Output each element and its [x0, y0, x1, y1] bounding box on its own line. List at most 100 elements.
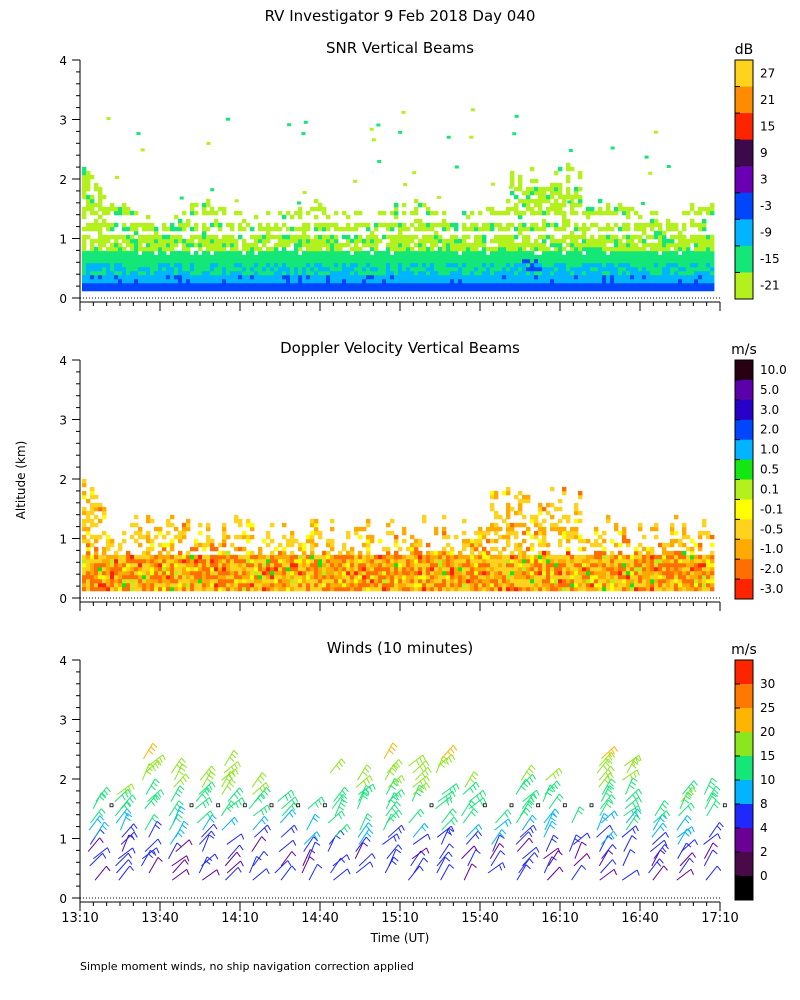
- doppler-cell: [230, 554, 235, 560]
- snr-cell: [118, 206, 123, 212]
- doppler-cell: [658, 566, 663, 572]
- snr-cell: [310, 242, 315, 248]
- doppler-cell: [450, 562, 455, 568]
- snr-cell: [190, 234, 195, 240]
- doppler-cell: [90, 586, 95, 592]
- doppler-cell: [358, 570, 363, 576]
- snr-cell: [286, 250, 291, 256]
- snr-cell: [398, 250, 403, 256]
- snr-cell: [490, 278, 495, 284]
- snr-cell: [86, 182, 91, 188]
- snr-cell: [230, 250, 235, 256]
- doppler-cell: [542, 578, 547, 584]
- doppler-cell: [198, 542, 203, 548]
- snr-cell: [570, 286, 575, 292]
- doppler-cell: [386, 578, 391, 584]
- snr-cell: [86, 198, 91, 204]
- snr-cell: [630, 258, 635, 264]
- snr-cell: [478, 282, 483, 288]
- snr-cell: [582, 254, 587, 260]
- snr-cell: [178, 250, 183, 256]
- colorbar-label: 15: [760, 119, 775, 133]
- snr-cell: [502, 250, 507, 256]
- doppler-cell: [366, 538, 371, 544]
- doppler-cell: [690, 538, 695, 544]
- snr-cell: [322, 238, 327, 244]
- snr-cell: [302, 234, 307, 240]
- doppler-cell: [362, 542, 367, 548]
- snr-cell: [374, 246, 379, 252]
- snr-cell: [506, 210, 511, 216]
- snr-cell: [502, 270, 507, 276]
- doppler-cell: [674, 566, 679, 572]
- snr-cell: [314, 234, 319, 240]
- snr-cell: [670, 286, 675, 292]
- doppler-cell: [154, 566, 159, 572]
- snr-cell: [230, 242, 235, 248]
- doppler-cell: [374, 570, 379, 576]
- snr-cell: [426, 270, 431, 276]
- doppler-cell: [470, 546, 475, 552]
- doppler-cell: [206, 586, 211, 592]
- snr-cell: [394, 202, 399, 208]
- wind-barb: [121, 823, 135, 838]
- doppler-cell: [630, 582, 635, 588]
- doppler-cell: [542, 582, 547, 588]
- y-tick-label: 2: [59, 173, 67, 187]
- snr-cell: [310, 274, 315, 280]
- doppler-cell: [142, 554, 147, 560]
- doppler-cell: [146, 574, 151, 580]
- snr-cell: [510, 274, 515, 280]
- snr-cell: [366, 274, 371, 280]
- doppler-cell: [618, 542, 623, 548]
- snr-cell: [574, 238, 579, 244]
- snr-cell: [534, 238, 539, 244]
- snr-cell: [550, 234, 555, 240]
- snr-cell: [662, 254, 667, 260]
- doppler-cell: [346, 554, 351, 560]
- snr-cell: [362, 258, 367, 264]
- doppler-cell: [638, 526, 643, 532]
- snr-cell: [706, 246, 711, 252]
- snr-cell: [678, 234, 683, 240]
- snr-cell: [594, 246, 599, 252]
- snr-cell: [338, 274, 343, 280]
- doppler-cell: [154, 534, 159, 540]
- snr-cell: [538, 262, 543, 268]
- doppler-cell: [222, 558, 227, 564]
- wind-barb-feather: [162, 754, 166, 761]
- doppler-cell: [422, 574, 427, 580]
- doppler-cell: [630, 554, 635, 560]
- snr-cell: [422, 286, 427, 292]
- doppler-cell: [434, 526, 439, 532]
- snr-cell: [598, 210, 603, 216]
- doppler-cell: [242, 558, 247, 564]
- doppler-cell: [466, 570, 471, 576]
- snr-cell: [606, 286, 611, 292]
- wind-barb: [116, 783, 132, 795]
- snr-cell: [162, 226, 167, 232]
- doppler-cell: [574, 586, 579, 592]
- doppler-cell: [670, 586, 675, 592]
- doppler-cell: [434, 582, 439, 588]
- snr-cell: [374, 266, 379, 272]
- doppler-cell: [678, 558, 683, 564]
- snr-cell: [602, 278, 607, 284]
- snr-cell: [318, 234, 323, 240]
- doppler-cell: [390, 570, 395, 576]
- doppler-cell: [570, 526, 575, 532]
- snr-cell: [198, 262, 203, 268]
- snr-cell: [206, 278, 211, 284]
- snr-cell: [702, 274, 707, 280]
- snr-cell: [206, 254, 211, 260]
- snr-cell: [658, 274, 663, 280]
- doppler-cell: [450, 566, 455, 572]
- wind-barbs: [87, 742, 727, 881]
- snr-cell: [512, 132, 517, 136]
- snr-cell: [546, 282, 551, 288]
- doppler-cell: [82, 506, 87, 512]
- snr-cell: [558, 226, 563, 232]
- snr-cell: [86, 206, 91, 212]
